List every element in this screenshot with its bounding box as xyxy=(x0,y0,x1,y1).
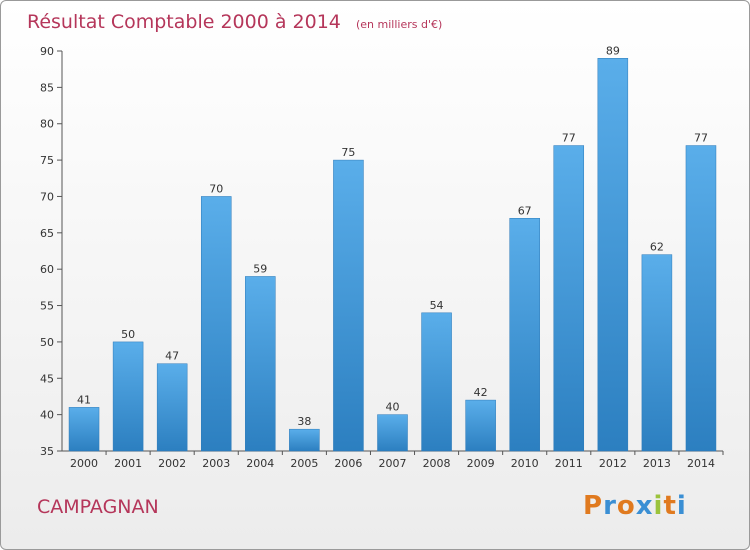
y-tick-label: 70 xyxy=(40,190,54,203)
data-label: 62 xyxy=(650,241,664,254)
x-tick-label: 2003 xyxy=(202,457,230,470)
y-tick-label: 35 xyxy=(40,445,54,458)
data-label: 67 xyxy=(518,204,532,217)
bar xyxy=(333,159,364,452)
logo-letter: o xyxy=(616,491,636,521)
data-label: 77 xyxy=(562,132,576,145)
bar xyxy=(685,145,717,452)
data-label: 59 xyxy=(253,262,267,275)
data-label: 89 xyxy=(606,44,620,57)
x-tick-label: 2007 xyxy=(379,457,407,470)
bar xyxy=(465,399,496,452)
y-tick-label: 55 xyxy=(40,300,54,313)
y-tick-label: 80 xyxy=(40,118,54,131)
bar xyxy=(112,341,144,452)
data-label: 77 xyxy=(694,132,708,145)
bar xyxy=(553,145,585,452)
x-tick-label: 2001 xyxy=(114,457,142,470)
logo-letter: P xyxy=(583,491,604,521)
y-tick-label: 50 xyxy=(40,336,54,349)
data-label: 50 xyxy=(121,328,135,341)
x-tick-label: 2014 xyxy=(687,457,715,470)
bar xyxy=(597,58,629,452)
y-tick-label: 60 xyxy=(40,263,54,276)
x-tick-label: 2004 xyxy=(246,457,274,470)
logo-letter: t xyxy=(663,491,677,521)
chart-title: Résultat Comptable 2000 à 2014 (en milli… xyxy=(27,11,442,33)
x-tick-label: 2006 xyxy=(334,457,362,470)
chart-title-unit: (en milliers d'€) xyxy=(356,18,442,31)
axes: 35 40 45 50 55 60 65 70 75 80 85 90 2000 2001 2002 2003… xyxy=(40,45,724,470)
y-tick-label: 85 xyxy=(40,81,54,94)
bars: 41 50 47 70 59 38 75 40 54 42 67 77 89 62 77 xyxy=(68,44,717,452)
data-label: 38 xyxy=(297,415,311,428)
bar xyxy=(289,428,320,452)
data-label: 54 xyxy=(430,299,444,312)
x-tick-label: 2010 xyxy=(511,457,539,470)
bar xyxy=(421,312,452,452)
x-tick-label: 2002 xyxy=(158,457,186,470)
chart-title-main: Résultat Comptable 2000 à 2014 xyxy=(27,11,341,33)
x-tick-label: 2013 xyxy=(643,457,671,470)
x-tick-label: 2005 xyxy=(290,457,318,470)
y-tick-label: 45 xyxy=(40,372,54,385)
bar xyxy=(68,407,100,452)
bar xyxy=(377,414,408,452)
y-tick-label: 90 xyxy=(40,45,54,58)
bar xyxy=(245,276,276,452)
data-label: 42 xyxy=(474,386,488,399)
data-label: 70 xyxy=(209,182,223,195)
x-tick-label: 2012 xyxy=(599,457,627,470)
data-label: 41 xyxy=(77,393,91,406)
proxiti-logo: Proxiti xyxy=(583,491,687,521)
commune-name: CAMPAGNAN xyxy=(37,496,159,518)
x-tick-label: 2008 xyxy=(423,457,451,470)
bar xyxy=(509,218,540,452)
x-tick-label: 2000 xyxy=(70,457,98,470)
y-tick-label: 75 xyxy=(40,154,54,167)
data-label: 47 xyxy=(165,350,179,363)
data-label: 40 xyxy=(386,401,400,414)
y-tick-label: 65 xyxy=(40,227,54,240)
y-tick-label: 40 xyxy=(40,409,54,422)
logo-letter: r xyxy=(603,491,617,521)
logo-letter: i xyxy=(676,491,687,521)
x-tick-label: 2009 xyxy=(467,457,495,470)
logo-letter: x xyxy=(635,491,654,521)
bar xyxy=(156,363,188,452)
x-tick-label: 2011 xyxy=(555,457,583,470)
bar xyxy=(641,254,673,452)
data-label: 75 xyxy=(341,146,355,159)
logo-letter: i xyxy=(653,491,664,521)
bar xyxy=(200,196,232,452)
